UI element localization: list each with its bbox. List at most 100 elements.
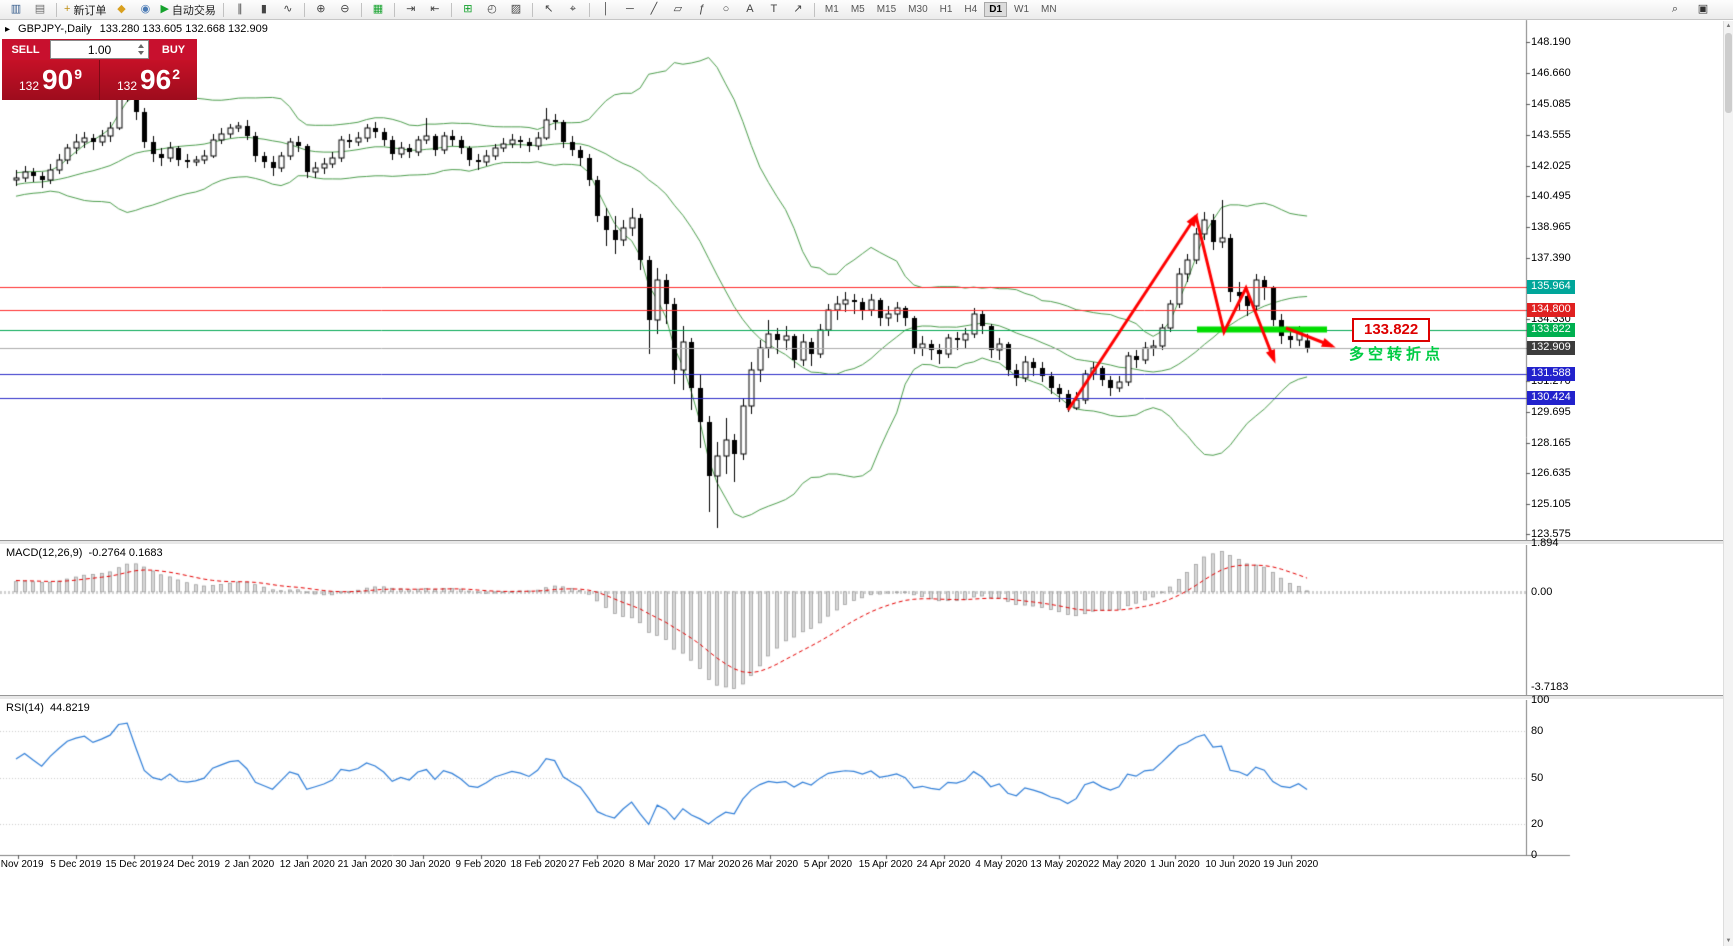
main-toolbar: ▥ ▤ + 新订单 ◆ ◉ ▶ 自动交易 ∥ ▮ ∿ ⊕ ⊖ ▦ ⇥ ⇤ ⊞ ◴ ▨ ↖ ⌖ │ ─ ╱ ▱ ƒ ○ A T ↗ M1 M5 M… [0,0,1733,20]
crosshair-button[interactable]: ⌖ [561,0,585,19]
toolbar-separator [450,2,452,17]
zoom-out-button[interactable]: ⊖ [333,0,357,19]
ellipse-icon: ○ [722,3,730,15]
metaeditor-button[interactable]: ◆ [109,0,133,19]
trade-panel-price-row: 132 90 9 132 96 2 [2,60,197,100]
toolbar-separator [222,2,224,17]
timeframe-m15-button[interactable]: M15 [876,4,897,15]
toolbar-separator [531,2,533,17]
sell-price-base: 132 [19,79,40,93]
rsi-name: RSI(14) [6,702,44,714]
autotrading-label: 自动交易 [171,4,216,17]
ellipse-button[interactable]: ○ [714,0,738,19]
new-order-label: 新订单 [73,4,107,17]
timeframe-w1-button[interactable]: W1 [1014,4,1030,15]
horizontal-line-button[interactable]: ─ [618,0,642,19]
text-label-icon: T [770,3,778,15]
auto-scroll-button[interactable]: ⇥ [399,0,423,19]
scrollbar-thumb[interactable] [1725,33,1732,113]
vertical-line-icon: │ [602,3,610,15]
trend-line-icon: ╱ [650,3,658,15]
sell-price-point: 9 [74,66,82,82]
buy-button[interactable]: BUY [161,43,186,56]
macd-pane-splitter[interactable] [0,540,1733,545]
timeframe-m30-button[interactable]: M30 [908,4,928,15]
sell-button[interactable]: SELL [11,43,40,56]
toolbar-separator [303,2,305,17]
scrollbar-up-icon[interactable]: ▲ [1725,23,1732,29]
volume-input[interactable]: 1.00 [50,40,149,59]
sell-price-pips: 90 [42,64,74,95]
text-label-button[interactable]: T [762,0,786,19]
timeframe-d1-button[interactable]: D1 [984,2,1008,17]
profiles-button[interactable]: ▤ [28,0,52,19]
horizontal-line-icon: ─ [626,3,634,15]
search-icon: ⌕ [1671,3,1679,15]
zoom-in-button[interactable]: ⊕ [309,0,333,19]
volume-down-icon[interactable] [138,51,144,55]
timeframe-m5-button[interactable]: M5 [850,4,865,15]
macd-indicator-label: MACD(12,26,9) -0.2764 0.1683 [6,547,163,559]
scrollbar-down-icon[interactable]: ▼ [1725,938,1732,944]
one-click-collapse-icon[interactable]: ▸ [5,23,11,35]
rsi-indicator-label: RSI(14) 44.8219 [6,702,90,714]
sell-price-button[interactable]: 132 90 9 [2,60,100,100]
new-chart-button[interactable]: ▥ [4,0,28,19]
bars-chart-button[interactable]: ∥ [228,0,252,19]
channel-button[interactable]: ▱ [666,0,690,19]
rsi-pane-splitter[interactable] [0,695,1733,700]
autotrading-button[interactable]: ▶ 自动交易 [157,0,218,19]
text-button[interactable]: A [738,0,762,19]
timeframe-h4-button[interactable]: H4 [964,4,978,15]
buy-price-point: 2 [172,66,180,82]
chart-header: ▸ GBPJPY-,Daily 133.280 133.605 132.668 … [5,23,268,35]
window-list-button[interactable]: ▣ [1691,0,1715,19]
vertical-scrollbar[interactable]: ▲ ▼ [1723,21,1733,946]
templates-icon: ▨ [510,3,522,15]
periods-button[interactable]: ◴ [480,0,504,19]
support-price-annotation: 133.822 [1352,318,1431,342]
tile-windows-button[interactable]: ▦ [366,0,390,19]
volume-spinner [135,41,147,58]
candles-chart-icon: ▮ [260,3,267,15]
volume-up-icon[interactable] [138,44,144,48]
timeframe-m1-button[interactable]: M1 [824,4,839,15]
trade-panel-top-row: SELL 1.00 BUY [2,39,197,60]
profiles-icon: ▤ [34,3,46,15]
macd-values: -0.2764 0.1683 [88,547,163,559]
line-chart-button[interactable]: ∿ [276,0,300,19]
cursor-icon: ↖ [544,3,554,15]
symbol-period-label: GBPJPY-,Daily [18,23,92,35]
vertical-line-button[interactable]: │ [594,0,618,19]
trend-line-button[interactable]: ╱ [642,0,666,19]
templates-button[interactable]: ▨ [504,0,528,19]
buy-price-base: 132 [117,79,138,93]
toolbar-separator [360,2,362,17]
indicators-button[interactable]: ⊞ [456,0,480,19]
experts-button[interactable]: ◉ [133,0,157,19]
new-order-button[interactable]: + 新订单 [61,0,109,19]
indicators-icon: ⊞ [463,3,473,15]
line-chart-icon: ∿ [283,3,293,15]
candles-chart-button[interactable]: ▮ [252,0,276,19]
chart-shift-button[interactable]: ⇤ [423,0,447,19]
fibonacci-icon: ƒ [698,3,705,15]
chart-shift-icon: ⇤ [430,3,440,15]
buy-price-pips: 96 [140,64,172,95]
buy-price-button[interactable]: 132 96 2 [100,60,197,100]
window-list-icon: ▣ [1697,3,1709,15]
fibonacci-button[interactable]: ƒ [690,0,714,19]
ohlc-values: 133.280 133.605 132.668 132.909 [99,23,268,35]
arrow-objects-button[interactable]: ↗ [786,0,810,19]
timeframe-mn-button[interactable]: MN [1041,4,1057,15]
toolbar-separator [393,2,395,17]
auto-scroll-icon: ⇥ [406,3,416,15]
timeframe-h1-button[interactable]: H1 [939,4,953,15]
cursor-button[interactable]: ↖ [537,0,561,19]
arrow-objects-icon: ↗ [793,3,803,15]
search-button[interactable]: ⌕ [1663,0,1687,19]
toolbar-separator [56,2,57,17]
rsi-value: 44.8219 [50,702,90,714]
macd-name: MACD(12,26,9) [6,547,83,559]
